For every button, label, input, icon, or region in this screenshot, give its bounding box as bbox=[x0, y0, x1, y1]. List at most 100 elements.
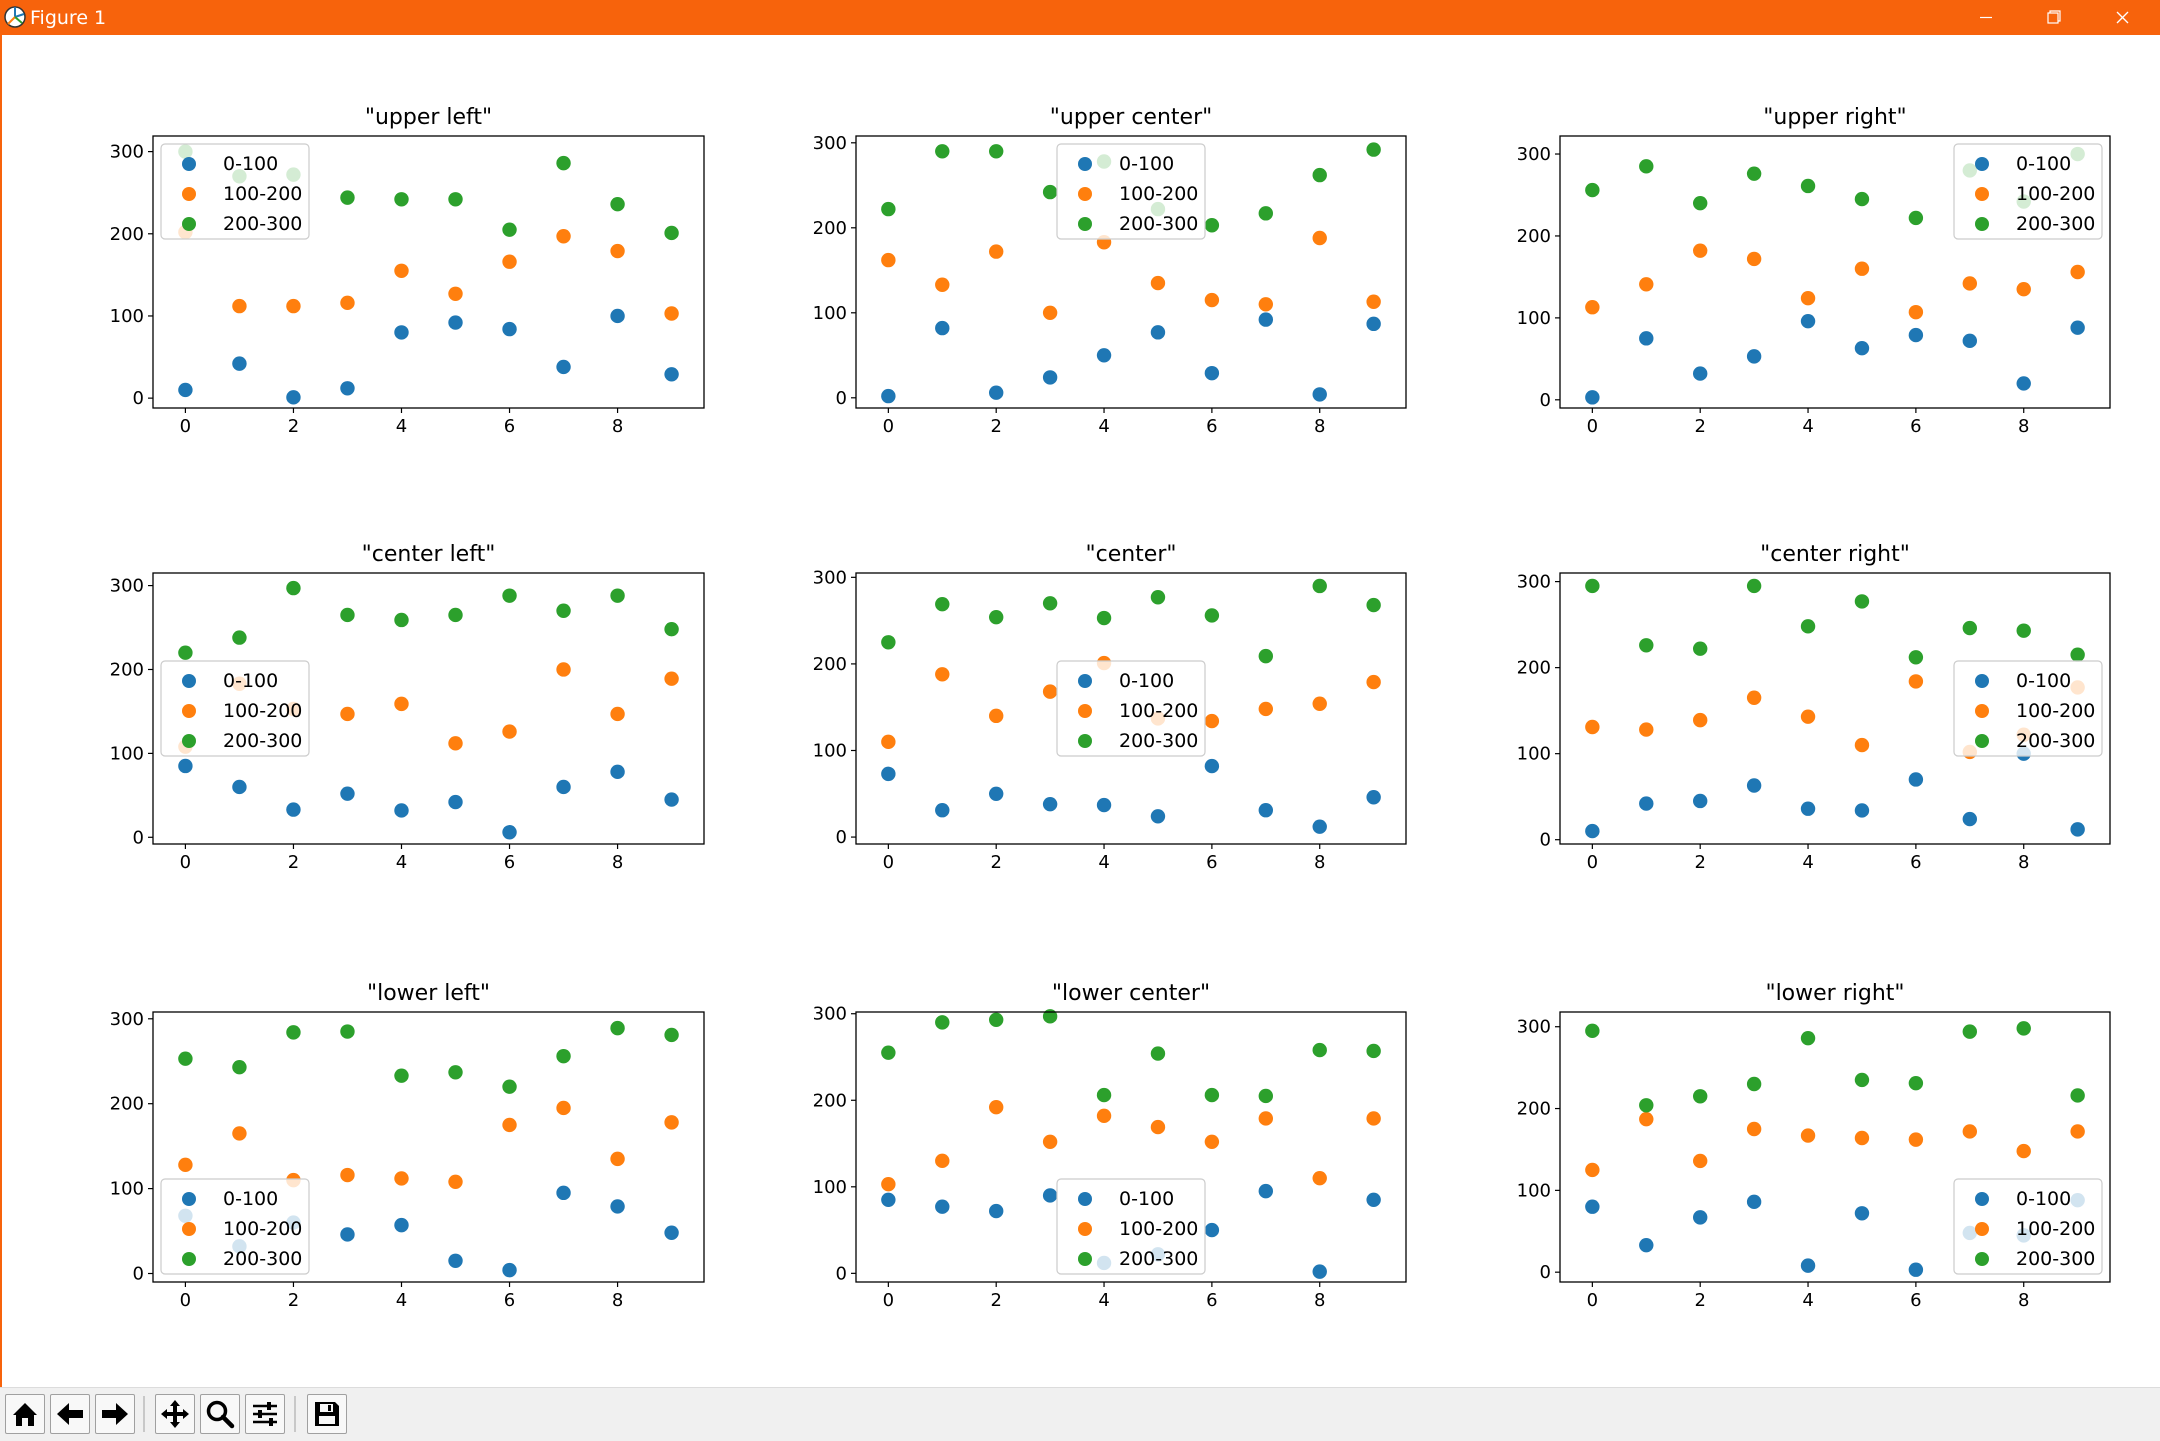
save-button[interactable] bbox=[307, 1394, 347, 1434]
configure-subplots-button[interactable] bbox=[245, 1394, 285, 1434]
plot-9-point-200-300-1 bbox=[1639, 1098, 1654, 1113]
plot-2-legend-label-100-200: 100-200 bbox=[223, 700, 302, 722]
plot-6-legend-box bbox=[1056, 1178, 1206, 1275]
plot-6-ytick-label: 200 bbox=[813, 1090, 847, 1111]
plot-3-point-0-100-5 bbox=[448, 1253, 463, 1268]
plot-1-point-0-100-4 bbox=[394, 325, 409, 340]
plot-5-point-100-200-1 bbox=[935, 667, 950, 682]
plot-9-point-0-100-2 bbox=[1692, 1210, 1708, 1225]
plot-1-point-100-200-2 bbox=[286, 298, 301, 314]
plot-1-point-100-200-6 bbox=[502, 254, 517, 269]
plot-6-point-200-300-9 bbox=[1366, 1043, 1381, 1059]
plot-5-point-0-100-4 bbox=[1096, 797, 1112, 813]
plot-5-point-200-300-4 bbox=[1096, 610, 1112, 626]
plot-1-xtick-label: 4 bbox=[396, 416, 407, 437]
plot-2-ytick-label: 200 bbox=[110, 659, 144, 680]
plot-2-point-200-300-2 bbox=[286, 580, 301, 596]
plot-4-point-100-200-6 bbox=[1204, 292, 1220, 308]
plot-1-legend-marker-200-300 bbox=[182, 217, 196, 231]
plot-1-point-100-200-1 bbox=[232, 298, 247, 314]
plot-3-legend-marker-0-100 bbox=[182, 1192, 196, 1206]
plot-1-xtick-label: 0 bbox=[180, 416, 191, 437]
plot-5-xtick-label: 2 bbox=[990, 852, 1001, 873]
plot-2-legend-label-0-100: 0-100 bbox=[223, 670, 278, 692]
plot-8-point-100-200-0 bbox=[1585, 719, 1600, 735]
plot-6-point-0-100-1 bbox=[935, 1199, 950, 1214]
plot-5-legend: 0-100 100-200 200-300 bbox=[1056, 660, 1206, 757]
plot-8-point-0-100-1 bbox=[1639, 796, 1654, 811]
plot-6-xtick-label: 6 bbox=[1206, 1290, 1217, 1311]
plot-8-point-0-100-6 bbox=[1908, 772, 1924, 787]
plot-7-point-0-100-1 bbox=[1639, 331, 1654, 346]
plot-1-point-0-100-5 bbox=[448, 315, 463, 330]
plot-4-point-200-300-2 bbox=[988, 144, 1004, 159]
plot-2-point-0-100-1 bbox=[232, 779, 247, 795]
plot-8-point-200-300-5 bbox=[1854, 594, 1870, 609]
plot-1-point-0-100-1 bbox=[232, 356, 247, 371]
plot-5-legend-label-0-100: 0-100 bbox=[1119, 670, 1174, 692]
plot-1-title: "upper left" bbox=[365, 105, 492, 130]
restore-button[interactable] bbox=[2025, 0, 2080, 35]
plot-6-legend-label-100-200: 100-200 bbox=[1119, 1218, 1198, 1240]
plot-2-point-200-300-5 bbox=[448, 607, 463, 623]
plot-4-xtick-label: 8 bbox=[1314, 416, 1325, 437]
plot-2-legend-marker-0-100 bbox=[182, 674, 196, 688]
plot-1-point-100-200-5 bbox=[448, 286, 463, 301]
plot-9-point-200-300-5 bbox=[1854, 1072, 1870, 1088]
plot-4-legend-marker-200-300 bbox=[1078, 217, 1092, 231]
plot-7-legend-box bbox=[1953, 143, 2103, 240]
plot-1-legend-label-100-200: 100-200 bbox=[223, 183, 302, 205]
plot-3-point-200-300-3 bbox=[340, 1024, 355, 1039]
plot-6-ytick-label: 300 bbox=[813, 1004, 847, 1025]
back-button[interactable] bbox=[50, 1394, 90, 1434]
plot-8-xtick-label: 2 bbox=[1694, 852, 1705, 873]
plot-8-point-0-100-9 bbox=[2070, 822, 2085, 837]
plot-3-point-100-200-7 bbox=[556, 1100, 571, 1116]
plot-5-point-100-200-0 bbox=[881, 734, 896, 750]
plot-3-title: "lower left" bbox=[367, 981, 490, 1006]
plot-1-axes-frame bbox=[152, 135, 705, 409]
plot-1-point-0-100-6 bbox=[502, 321, 517, 337]
plot-7-point-0-100-5 bbox=[1854, 340, 1870, 356]
plot-4-point-0-100-5 bbox=[1150, 325, 1166, 340]
plot-3-point-200-300-8 bbox=[610, 1020, 625, 1036]
plot-9-xtick-label: 0 bbox=[1587, 1290, 1598, 1311]
plot-3-point-200-300-0 bbox=[178, 1051, 193, 1066]
plot-8-legend-label-100-200: 100-200 bbox=[2016, 700, 2095, 722]
plot-4-ytick-label: 300 bbox=[813, 133, 847, 154]
plot-9-xtick-label: 4 bbox=[1802, 1290, 1813, 1311]
plot-4-xtick-label: 0 bbox=[883, 416, 894, 437]
plot-5-point-0-100-1 bbox=[935, 803, 950, 818]
forward-button[interactable] bbox=[95, 1394, 135, 1434]
plot-8-point-0-100-3 bbox=[1746, 778, 1762, 793]
plot-2-point-0-100-8 bbox=[610, 764, 625, 780]
plot-3-axes-frame bbox=[152, 1011, 705, 1283]
plot-2-xtick-label: 0 bbox=[180, 852, 191, 873]
plot-7-xtick-label: 2 bbox=[1694, 416, 1705, 437]
plot-9-xtick-label: 2 bbox=[1694, 1290, 1705, 1311]
plot-8-point-200-300-6 bbox=[1908, 650, 1924, 665]
plot-8-legend-marker-200-300 bbox=[1975, 734, 1989, 748]
plot-5-point-0-100-6 bbox=[1204, 758, 1220, 774]
plot-5-title: "center" bbox=[1085, 542, 1176, 567]
plot-2-point-0-100-7 bbox=[556, 779, 571, 795]
minimize-button[interactable] bbox=[1958, 0, 2013, 35]
plot-1-ytick-label: 100 bbox=[110, 306, 144, 327]
plot-5-ytick-label: 200 bbox=[813, 654, 847, 675]
plot-7-legend: 0-100 100-200 200-300 bbox=[1953, 143, 2103, 240]
plot-7-point-0-100-9 bbox=[2070, 320, 2085, 335]
plot-7-point-200-300-1 bbox=[1639, 159, 1654, 174]
pan-button[interactable] bbox=[155, 1394, 195, 1434]
plot-9-legend-marker-100-200 bbox=[1975, 1222, 1989, 1236]
toolbar-separator bbox=[143, 1396, 145, 1432]
home-button[interactable] bbox=[5, 1394, 45, 1434]
plot-9-point-100-200-2 bbox=[1692, 1153, 1708, 1169]
plot-4-legend-marker-100-200 bbox=[1078, 187, 1092, 201]
plot-3-ytick-label: 200 bbox=[110, 1094, 144, 1115]
zoom-button[interactable] bbox=[200, 1394, 240, 1434]
plot-6-point-0-100-7 bbox=[1258, 1183, 1274, 1199]
plot-5-point-0-100-7 bbox=[1258, 803, 1274, 818]
plot-6-point-0-100-2 bbox=[988, 1203, 1004, 1219]
close-button[interactable] bbox=[2095, 0, 2150, 35]
plot-2-point-0-100-5 bbox=[448, 794, 463, 810]
